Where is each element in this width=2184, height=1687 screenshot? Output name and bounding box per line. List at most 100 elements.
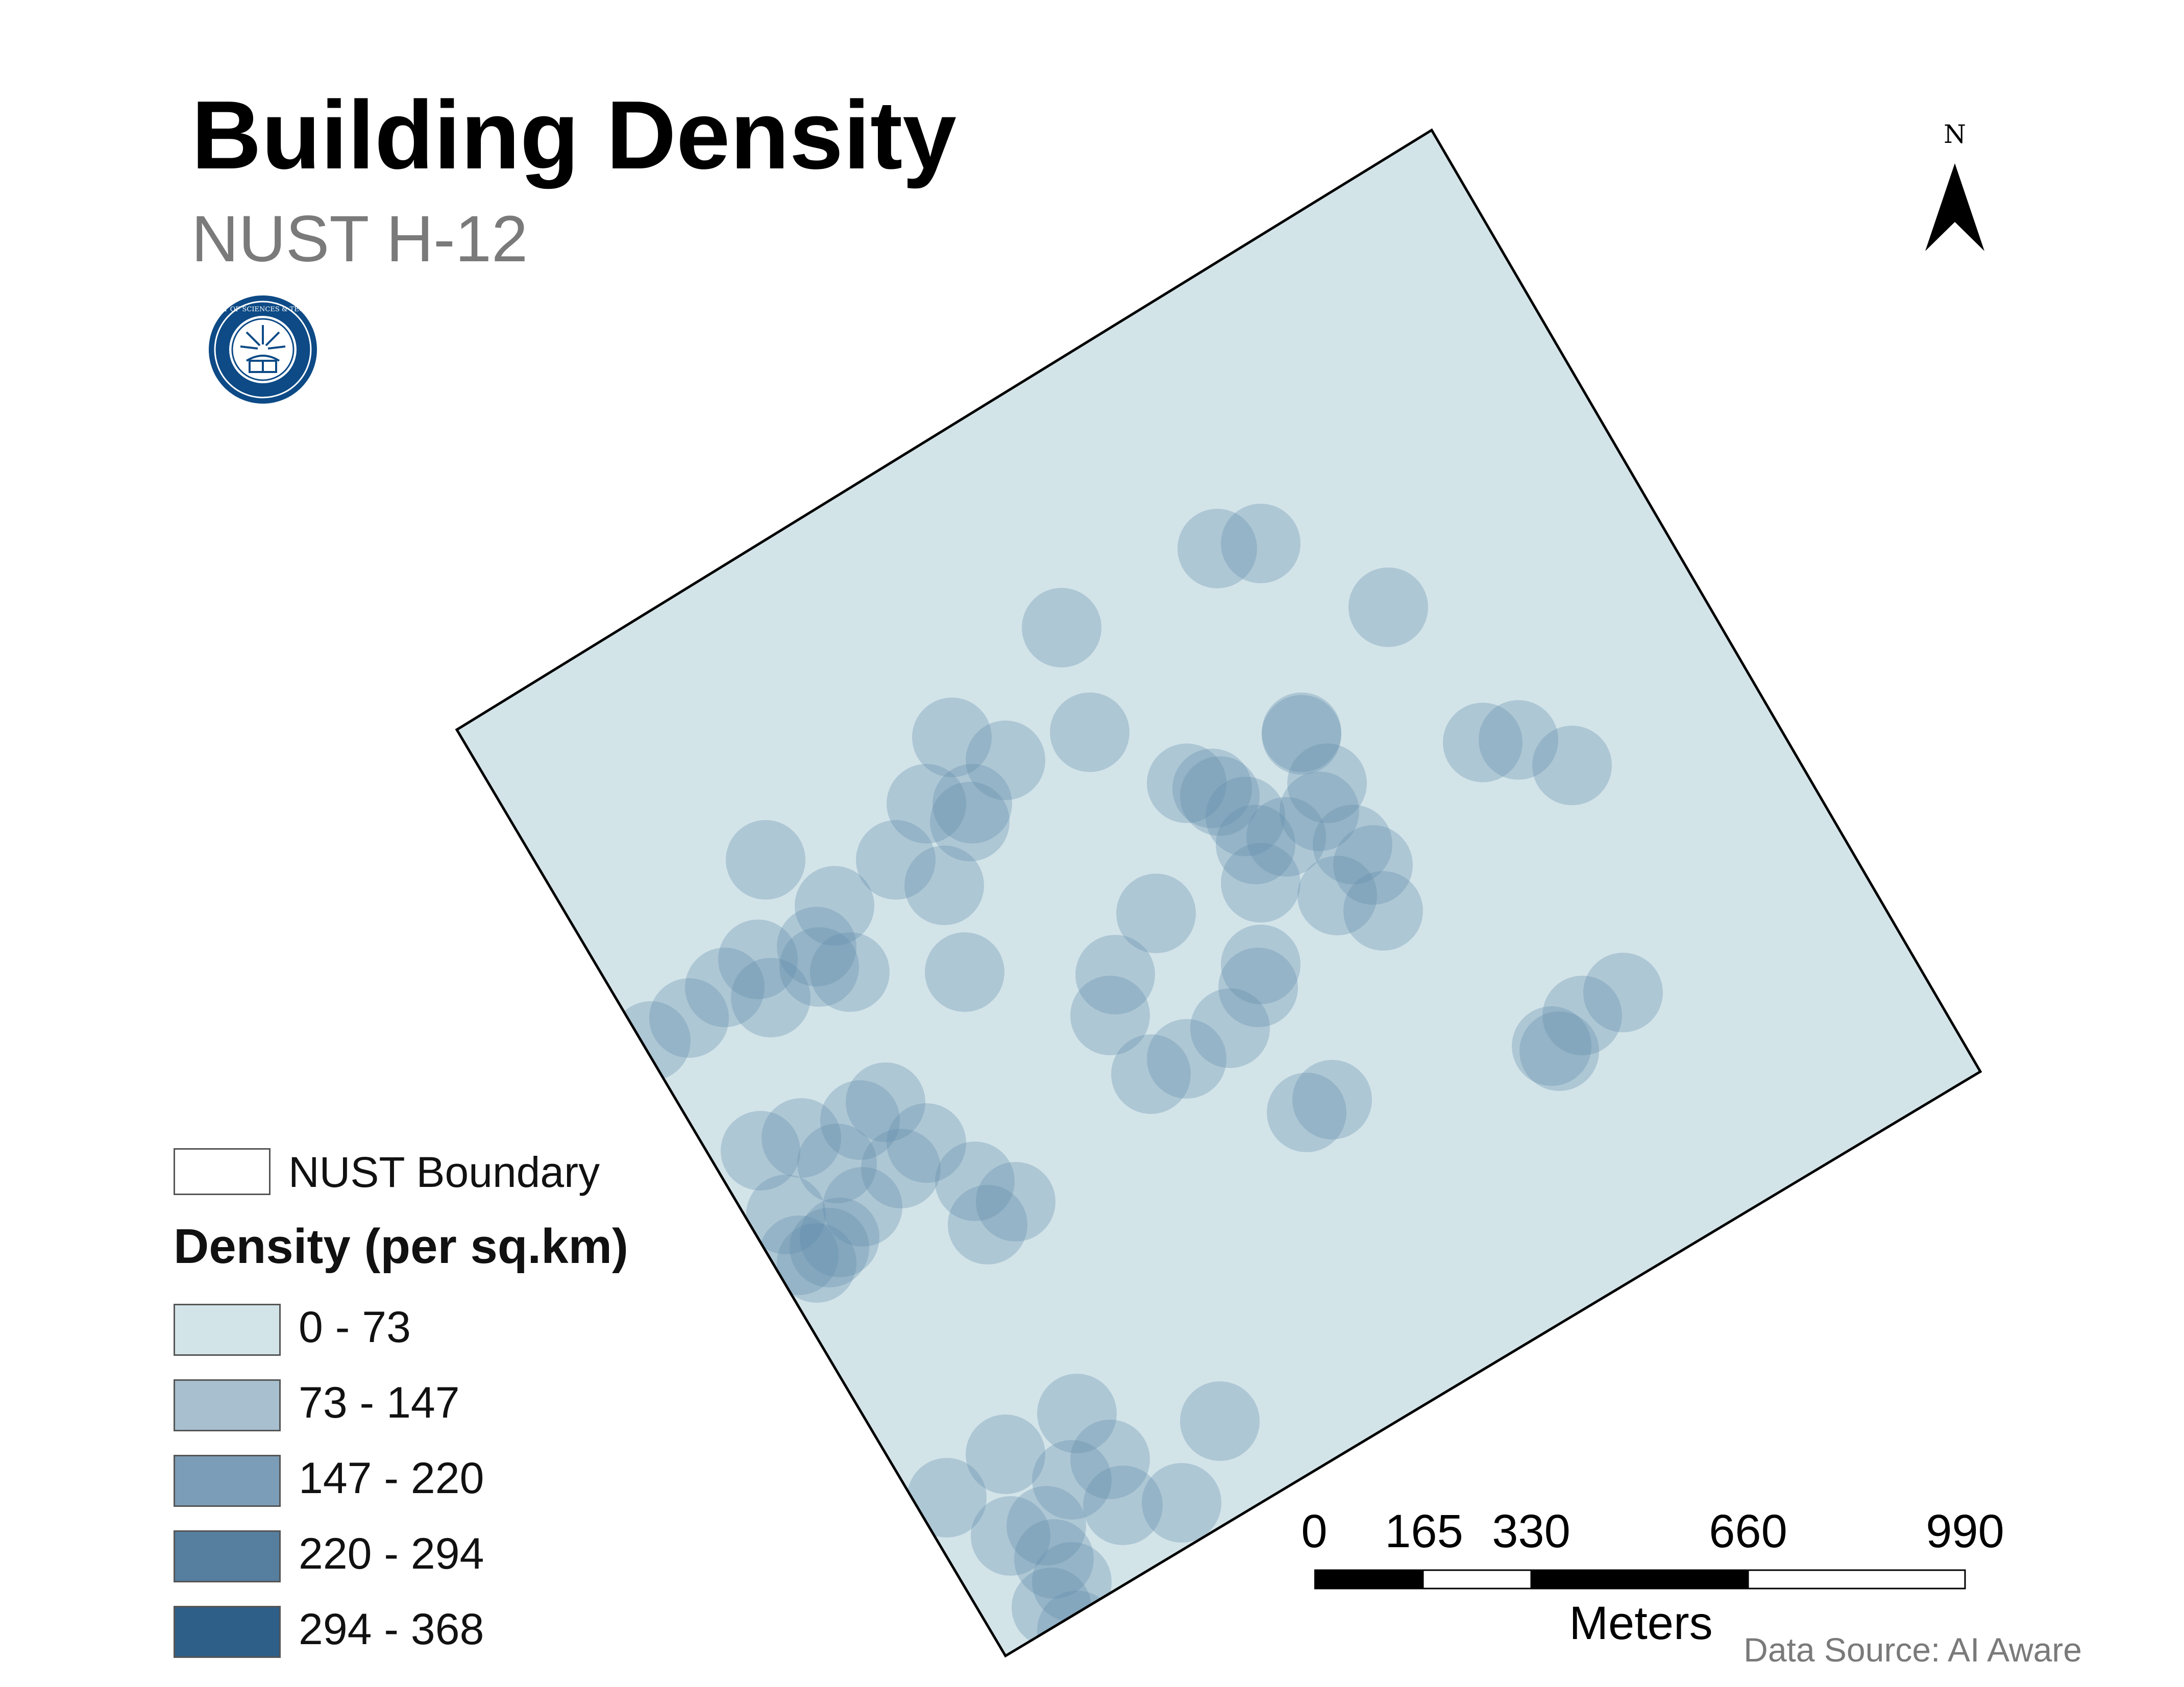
density-hotspot bbox=[887, 1103, 966, 1183]
density-hotspot bbox=[1348, 567, 1428, 647]
density-hotspot bbox=[731, 958, 811, 1037]
density-hotspot bbox=[1180, 756, 1260, 836]
density-hotspot bbox=[777, 1223, 856, 1303]
density-hotspot bbox=[1075, 935, 1155, 1014]
density-hotspot bbox=[861, 1129, 941, 1208]
density-hotspot bbox=[810, 932, 890, 1012]
scale-tick-330: 330 bbox=[1492, 1505, 1570, 1557]
density-hotspot bbox=[1142, 1463, 1221, 1543]
density-hotspot bbox=[1512, 1006, 1591, 1086]
density-hotspot bbox=[1262, 695, 1341, 775]
density-hotspot bbox=[966, 721, 1045, 800]
density-hotspot bbox=[762, 1098, 841, 1178]
density-hotspot bbox=[935, 1142, 1015, 1221]
north-label: N bbox=[1944, 119, 1966, 149]
density-hotspot bbox=[1292, 1060, 1372, 1139]
density-hotspot bbox=[746, 1175, 826, 1254]
density-hotspot bbox=[823, 1167, 902, 1247]
data-source-credit: Data Source: AI Aware bbox=[1744, 1631, 2082, 1669]
density-hotspot bbox=[1297, 856, 1377, 935]
density-hotspot bbox=[1070, 976, 1150, 1055]
density-hotspot bbox=[1050, 692, 1130, 772]
density-hotspot bbox=[1037, 1374, 1117, 1453]
density-hotspot bbox=[1147, 1019, 1226, 1099]
legend-boundary-label: NUST Boundary bbox=[288, 1148, 600, 1196]
density-hotspot bbox=[649, 978, 729, 1058]
density-hotspot bbox=[1070, 1420, 1150, 1499]
nust-boundary-fill bbox=[457, 130, 1980, 1656]
density-hotspot bbox=[721, 1111, 800, 1190]
density-hotspot bbox=[779, 927, 859, 1007]
density-hotspot bbox=[1177, 509, 1257, 588]
density-hotspot bbox=[966, 1415, 1045, 1494]
density-hotspot bbox=[1443, 703, 1523, 782]
density-hotspot bbox=[971, 1496, 1050, 1576]
density-hotspot bbox=[1479, 700, 1558, 780]
legend-label-class-1: 0 - 73 bbox=[299, 1303, 411, 1352]
density-hotspot bbox=[1014, 1519, 1094, 1599]
scale-tick-660: 660 bbox=[1709, 1505, 1787, 1557]
density-hotspot bbox=[1180, 1381, 1260, 1461]
density-hotspot bbox=[1583, 953, 1663, 1032]
density-hotspot bbox=[1532, 726, 1612, 805]
density-hotspot bbox=[907, 1458, 987, 1537]
legend-label-class-4: 220 - 294 bbox=[299, 1529, 484, 1578]
density-hotspot bbox=[1206, 777, 1285, 856]
density-hotspot bbox=[1190, 988, 1270, 1068]
legend-swatch-class-5 bbox=[174, 1606, 281, 1658]
density-hotspot bbox=[1172, 749, 1252, 828]
density-hotspot bbox=[1519, 1011, 1599, 1091]
density-hotspot bbox=[820, 1080, 900, 1160]
density-hotspot bbox=[1313, 805, 1392, 884]
legend-swatch-class-1 bbox=[174, 1304, 281, 1356]
scale-tick-165: 165 bbox=[1385, 1505, 1463, 1557]
density-hotspot bbox=[1147, 743, 1226, 823]
scale-unit-label: Meters bbox=[1569, 1597, 1713, 1649]
density-hotspot bbox=[1022, 588, 1101, 667]
scale-tick-0: 0 bbox=[1301, 1505, 1328, 1557]
density-hotspot bbox=[912, 698, 992, 777]
density-hotspot bbox=[1111, 1034, 1191, 1114]
density-hotspot bbox=[1221, 504, 1300, 583]
density-hotspot bbox=[726, 820, 805, 900]
density-hotspot bbox=[718, 920, 798, 999]
density-hotspot bbox=[1343, 871, 1423, 951]
density-hotspot bbox=[1246, 797, 1326, 877]
scale-tick-990: 990 bbox=[1926, 1505, 2004, 1557]
scale-bar bbox=[1314, 1569, 1966, 1590]
density-hotspot bbox=[1262, 692, 1341, 772]
density-hotspot bbox=[611, 1001, 691, 1081]
legend-label-class-3: 147 - 220 bbox=[299, 1454, 484, 1503]
density-hotspot bbox=[887, 764, 966, 844]
density-hotspot bbox=[904, 846, 984, 925]
density-hotspot bbox=[1287, 743, 1367, 823]
density-hotspot bbox=[1083, 1466, 1163, 1545]
density-hotspot bbox=[1221, 925, 1300, 1004]
map-title: Building Density bbox=[191, 81, 956, 189]
density-hotspot bbox=[976, 1162, 1056, 1242]
nust-boundary-outline bbox=[455, 128, 1982, 1658]
legend-swatch-class-3 bbox=[174, 1455, 281, 1507]
density-hotspot bbox=[1280, 772, 1359, 851]
density-hotspot bbox=[800, 1198, 879, 1277]
density-hotspot bbox=[1007, 1486, 1086, 1566]
seal-text: NATIONAL UNIVERSITY OF SCIENCES & TECHNO… bbox=[207, 306, 319, 313]
density-hotspot bbox=[795, 866, 874, 946]
density-hotspot bbox=[1116, 874, 1196, 953]
map-subtitle: NUST H-12 bbox=[191, 203, 528, 276]
density-hotspot bbox=[1032, 1440, 1112, 1520]
legend-label-class-2: 73 - 147 bbox=[299, 1378, 460, 1427]
density-hotspot bbox=[797, 1124, 877, 1203]
density-hotspot bbox=[1218, 948, 1298, 1027]
density-hotspot bbox=[1032, 1542, 1112, 1622]
density-hotspot bbox=[685, 948, 765, 1027]
north-arrow-icon: N bbox=[1925, 119, 1984, 251]
density-hotspot bbox=[948, 1185, 1027, 1264]
density-hotspot bbox=[930, 782, 1010, 861]
density-hotspot bbox=[1267, 1073, 1346, 1152]
legend-swatch-class-2 bbox=[174, 1379, 281, 1431]
density-hotspot bbox=[790, 1208, 869, 1287]
nust-seal-icon: NATIONAL UNIVERSITY OF SCIENCES & TECHNO… bbox=[207, 295, 319, 404]
density-hotspot bbox=[1221, 843, 1300, 923]
